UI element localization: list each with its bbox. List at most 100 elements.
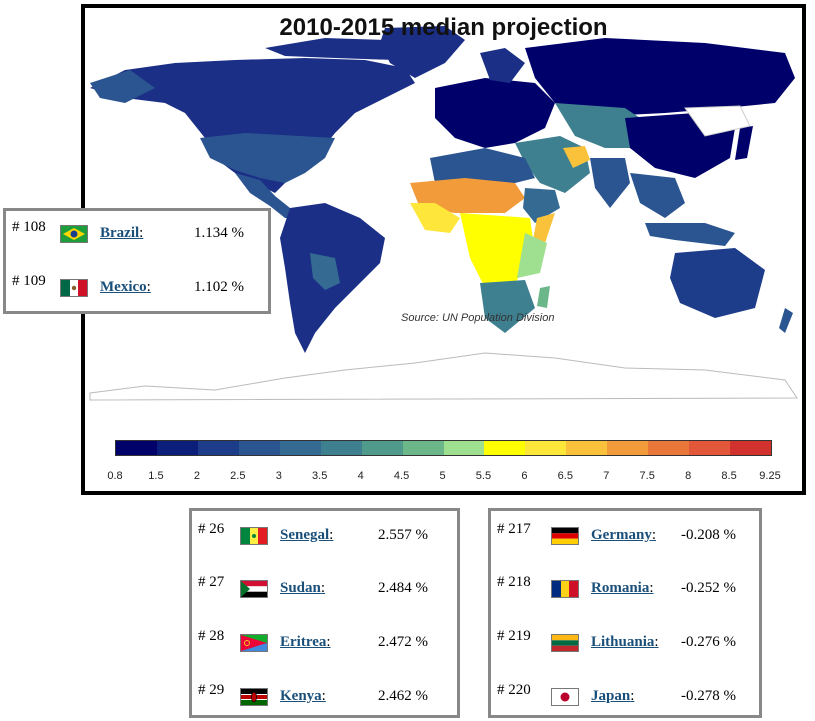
legend-swatch xyxy=(238,441,280,455)
ranking-row-brazil: # 108 Brazil: 1.134 % xyxy=(6,219,268,245)
growth-value: 2.484 % xyxy=(378,580,428,596)
legend-swatch xyxy=(279,441,321,455)
ranking-row-japan: # 220 Japan: -0.278 % xyxy=(491,682,759,708)
country-link-brazil[interactable]: Brazil: xyxy=(100,225,144,241)
growth-value: 2.557 % xyxy=(378,527,428,543)
legend-swatch xyxy=(689,441,731,455)
senegal-flag-icon xyxy=(240,527,268,545)
lithuania-flag-icon xyxy=(551,634,579,652)
legend-tick-label: 9.25 xyxy=(759,470,781,482)
ranking-row-germany: # 217 Germany: -0.208 % xyxy=(491,521,759,547)
legend-tick-label: 8.5 xyxy=(721,470,737,482)
ranking-row-kenya: # 29 Kenya: 2.462 % xyxy=(192,682,457,708)
north-america-region xyxy=(90,58,415,193)
west-africa-region xyxy=(410,203,460,233)
legend-tick-label: 3 xyxy=(275,470,282,482)
somalia-region xyxy=(533,213,555,243)
country-link-romania[interactable]: Romania: xyxy=(591,580,654,596)
legend-swatch xyxy=(443,441,485,455)
germany-flag-icon xyxy=(551,527,579,545)
rank-label: # 26 xyxy=(198,521,225,537)
usa-region xyxy=(200,133,335,183)
legend-swatch xyxy=(320,441,362,455)
legend-swatch xyxy=(525,441,567,455)
rank-label: # 109 xyxy=(12,273,46,289)
se-asia-region xyxy=(630,173,685,218)
ranking-box-top: # 26 Senegal: 2.557 % # 27 Sudan: 2.484 … xyxy=(189,508,460,718)
mexico-flag-icon xyxy=(60,279,88,297)
legend-tick-label: 7 xyxy=(603,470,610,482)
country-link-sudan[interactable]: Sudan: xyxy=(280,580,326,596)
growth-value: 2.472 % xyxy=(378,634,428,650)
legend-tick-label: 6 xyxy=(521,470,528,482)
country-link-japan[interactable]: Japan: xyxy=(591,688,635,704)
russia-region xyxy=(525,38,795,116)
color-legend-bar xyxy=(115,440,772,456)
romania-flag-icon xyxy=(551,580,579,598)
greenland-region xyxy=(380,26,465,78)
eritrea-flag-icon xyxy=(240,634,268,652)
legend-tick-label: 4.5 xyxy=(393,470,410,482)
new-zealand-region xyxy=(779,308,793,333)
country-link-germany[interactable]: Germany: xyxy=(591,527,656,543)
central-america-region xyxy=(235,173,297,218)
japan-region xyxy=(735,126,753,160)
legend-tick-label: 4 xyxy=(357,470,364,482)
horn-africa-region xyxy=(523,188,560,223)
country-link-kenya[interactable]: Kenya: xyxy=(280,688,326,704)
legend-tick-label: 2.5 xyxy=(230,470,246,482)
ranking-row-lithuania: # 219 Lithuania: -0.276 % xyxy=(491,628,759,654)
australia-region xyxy=(670,248,765,318)
ranking-box-bottom: # 217 Germany: -0.208 % # 218 Romania: -… xyxy=(488,508,762,718)
world-map xyxy=(89,26,798,401)
legend-swatch xyxy=(484,441,526,455)
country-link-mexico[interactable]: Mexico: xyxy=(100,279,151,295)
sahel-region xyxy=(410,178,525,213)
country-link-senegal[interactable]: Senegal: xyxy=(280,527,334,543)
bolivia-paraguay-region xyxy=(310,253,340,290)
rank-label: # 220 xyxy=(497,682,531,698)
growth-value: -0.278 % xyxy=(681,688,736,704)
growth-value: 1.134 % xyxy=(194,225,244,241)
growth-value: -0.252 % xyxy=(681,580,736,596)
madagascar-region xyxy=(537,286,550,308)
legend-tick-label: 2 xyxy=(193,470,200,482)
canada-arctic-islands xyxy=(265,38,415,60)
sudan-flag-icon xyxy=(240,580,268,598)
country-link-eritrea[interactable]: Eritrea: xyxy=(280,634,331,650)
map-frame: 2010-2015 median projection Source: UN P… xyxy=(81,4,806,495)
legend-swatch xyxy=(361,441,403,455)
southern-africa-region xyxy=(480,280,535,333)
kenya-flag-icon xyxy=(240,688,268,706)
legend-swatch xyxy=(730,441,771,455)
scandinavia-region xyxy=(480,48,525,83)
growth-value: 2.462 % xyxy=(378,688,428,704)
ranking-box-brazil-mexico: # 108 Brazil: 1.134 % # 109 Mexico: 1.10… xyxy=(3,208,271,314)
legend-tick-label: 7.5 xyxy=(639,470,655,482)
legend-tick-label: 5.5 xyxy=(475,470,492,482)
legend-tick-label: 1.5 xyxy=(148,470,164,482)
legend-tick-label: 3.5 xyxy=(312,470,328,482)
legend-tick-label: 0.8 xyxy=(107,470,123,482)
map-title: 2010-2015 median projection xyxy=(279,14,608,41)
rank-label: # 29 xyxy=(198,682,225,698)
legend-swatch xyxy=(607,441,649,455)
legend-swatch xyxy=(197,441,239,455)
legend-tick-label: 8 xyxy=(685,470,692,482)
central-africa-region xyxy=(460,213,535,288)
source-note: Source: UN Population Division xyxy=(401,312,555,324)
japan-flag-icon xyxy=(551,688,579,706)
rank-label: # 217 xyxy=(497,521,531,537)
legend-tick-label: 6.5 xyxy=(557,470,573,482)
legend-swatch xyxy=(648,441,690,455)
rank-label: # 27 xyxy=(198,574,225,590)
growth-value: 1.102 % xyxy=(194,279,244,295)
ranking-row-romania: # 218 Romania: -0.252 % xyxy=(491,574,759,600)
legend-tick-label: 5 xyxy=(439,470,446,482)
legend-swatch xyxy=(566,441,608,455)
india-region xyxy=(590,158,630,208)
country-link-lithuania[interactable]: Lithuania: xyxy=(591,634,659,650)
growth-value: -0.208 % xyxy=(681,527,736,543)
ranking-row-sudan: # 27 Sudan: 2.484 % xyxy=(192,574,457,600)
brazil-flag-icon xyxy=(60,225,88,243)
